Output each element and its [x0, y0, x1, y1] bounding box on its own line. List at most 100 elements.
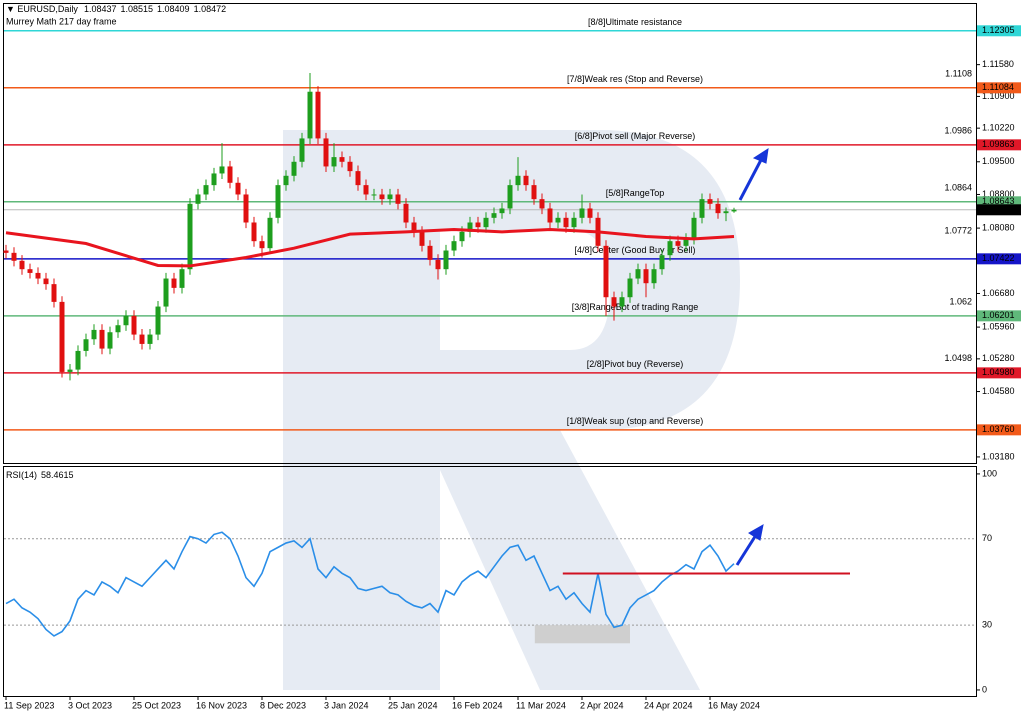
candle-body — [91, 329, 97, 340]
candle-body — [75, 350, 81, 370]
level-big-label: 1.0864 — [944, 182, 972, 192]
candle-body — [35, 272, 41, 279]
y-tick-label: 1.05960 — [982, 321, 1015, 331]
candle-body — [163, 278, 169, 307]
candle-body — [635, 269, 641, 279]
candle-body — [667, 241, 673, 256]
candle-body — [19, 260, 25, 270]
level-tag-label: 1.03760 — [982, 424, 1015, 434]
candle-body — [603, 245, 609, 298]
candle-body — [539, 199, 545, 209]
candle-body — [187, 203, 193, 270]
level-tag-label: 1.09863 — [982, 139, 1015, 149]
candle-body — [531, 185, 537, 200]
candle-body — [51, 284, 57, 302]
candle-body — [427, 245, 433, 260]
y-tick-label: 1.09500 — [982, 156, 1015, 166]
y-tick-label: 30 — [982, 620, 992, 630]
candle-body — [291, 161, 297, 176]
candle-body — [419, 231, 425, 246]
x-tick-label: 25 Jan 2024 — [388, 700, 438, 710]
candle-body — [379, 194, 385, 200]
y-tick-label: 70 — [982, 533, 992, 543]
arrow — [738, 157, 764, 201]
x-tick-label: 16 Feb 2024 — [452, 700, 503, 710]
symbol: EURUSD,Daily — [17, 4, 78, 14]
level-tag — [977, 424, 1021, 436]
candle-body — [643, 269, 649, 284]
candle-body — [659, 255, 665, 270]
y-tick-label: 1.03180 — [982, 451, 1015, 461]
y-tick-label: 1.04580 — [982, 386, 1015, 396]
candle-body — [715, 203, 721, 214]
watermark — [283, 130, 740, 690]
candle-body — [179, 269, 185, 288]
candle-body — [371, 194, 377, 196]
candle-body — [339, 157, 345, 162]
candle-body — [147, 334, 153, 344]
level-tag — [977, 253, 1021, 265]
indicator-name: Murrey Math 217 day frame — [6, 16, 117, 26]
level-tag — [977, 25, 1021, 37]
candle-body — [99, 329, 105, 349]
candle-body — [131, 315, 137, 335]
level-name: [2/8]Pivot buy (Reverse) — [587, 359, 684, 369]
candle-body — [459, 231, 465, 242]
header-arrow: ▼ — [6, 4, 17, 14]
candle-body — [571, 217, 577, 228]
candle-body — [499, 208, 505, 214]
y-tick-label: 1.06680 — [982, 288, 1015, 298]
candle-body — [347, 161, 353, 172]
candle-body — [259, 241, 265, 249]
candle-body — [227, 166, 233, 183]
candle-body — [723, 211, 729, 214]
level-big-label: 1.0986 — [944, 125, 972, 135]
level-tag — [977, 367, 1021, 379]
candle-body — [59, 301, 65, 372]
x-tick-label: 8 Dec 2023 — [260, 700, 306, 710]
candle-body — [683, 238, 689, 246]
x-tick-label: 11 Mar 2024 — [516, 700, 566, 710]
candle-body — [323, 138, 329, 167]
candle-body — [555, 217, 561, 223]
candle-body — [307, 91, 313, 139]
candle-body — [515, 175, 521, 186]
candle-body — [243, 194, 249, 223]
level-tag-label: 1.11084 — [982, 82, 1014, 92]
candle-body — [203, 185, 209, 195]
candle-body — [731, 209, 737, 212]
candle-body — [299, 138, 305, 162]
candle-body — [563, 217, 569, 228]
x-tick-label: 24 Apr 2024 — [644, 700, 693, 710]
high: 1.08515 — [120, 4, 153, 14]
plot-layer: 1.11580 1.10900 1.10220 1.09500 1.08800 1.080… — [3, 17, 1021, 710]
candle-body — [3, 250, 9, 253]
level-tag — [977, 139, 1021, 151]
arrow-head — [748, 524, 764, 541]
open: 1.08437 — [84, 4, 117, 14]
candle-body — [507, 185, 513, 209]
x-tick-label: 3 Oct 2023 — [68, 700, 112, 710]
candle-body — [475, 222, 481, 228]
candle-body — [283, 175, 289, 186]
level-name: [4/8]Center (Good Buy or Sell) — [574, 245, 695, 255]
x-tick-label: 2 Apr 2024 — [580, 700, 624, 710]
level-big-label: 1.0498 — [944, 353, 972, 363]
candle-body — [651, 269, 657, 284]
candle-body — [11, 252, 17, 261]
candle-body — [611, 297, 617, 307]
candle-body — [171, 278, 177, 288]
header: ▼ EURUSD,Daily 1.08437 1.08515 1.08409 1.084… — [6, 4, 226, 14]
rsi-header: RSI(14) 58.4615 — [6, 470, 74, 480]
candle-body — [219, 166, 225, 174]
level-tag-label: 1.07422 — [982, 253, 1015, 263]
current-price-tag — [977, 204, 1021, 216]
rsi-title: RSI(14) — [6, 470, 37, 480]
candle-body — [707, 199, 713, 204]
level-tag — [977, 196, 1021, 208]
candle-body — [483, 217, 489, 228]
level-name: [7/8]Weak res (Stop and Reverse) — [567, 74, 703, 84]
candle-body — [123, 315, 129, 326]
candle-body — [627, 278, 633, 298]
x-tick-label: 3 Jan 2024 — [324, 700, 369, 710]
